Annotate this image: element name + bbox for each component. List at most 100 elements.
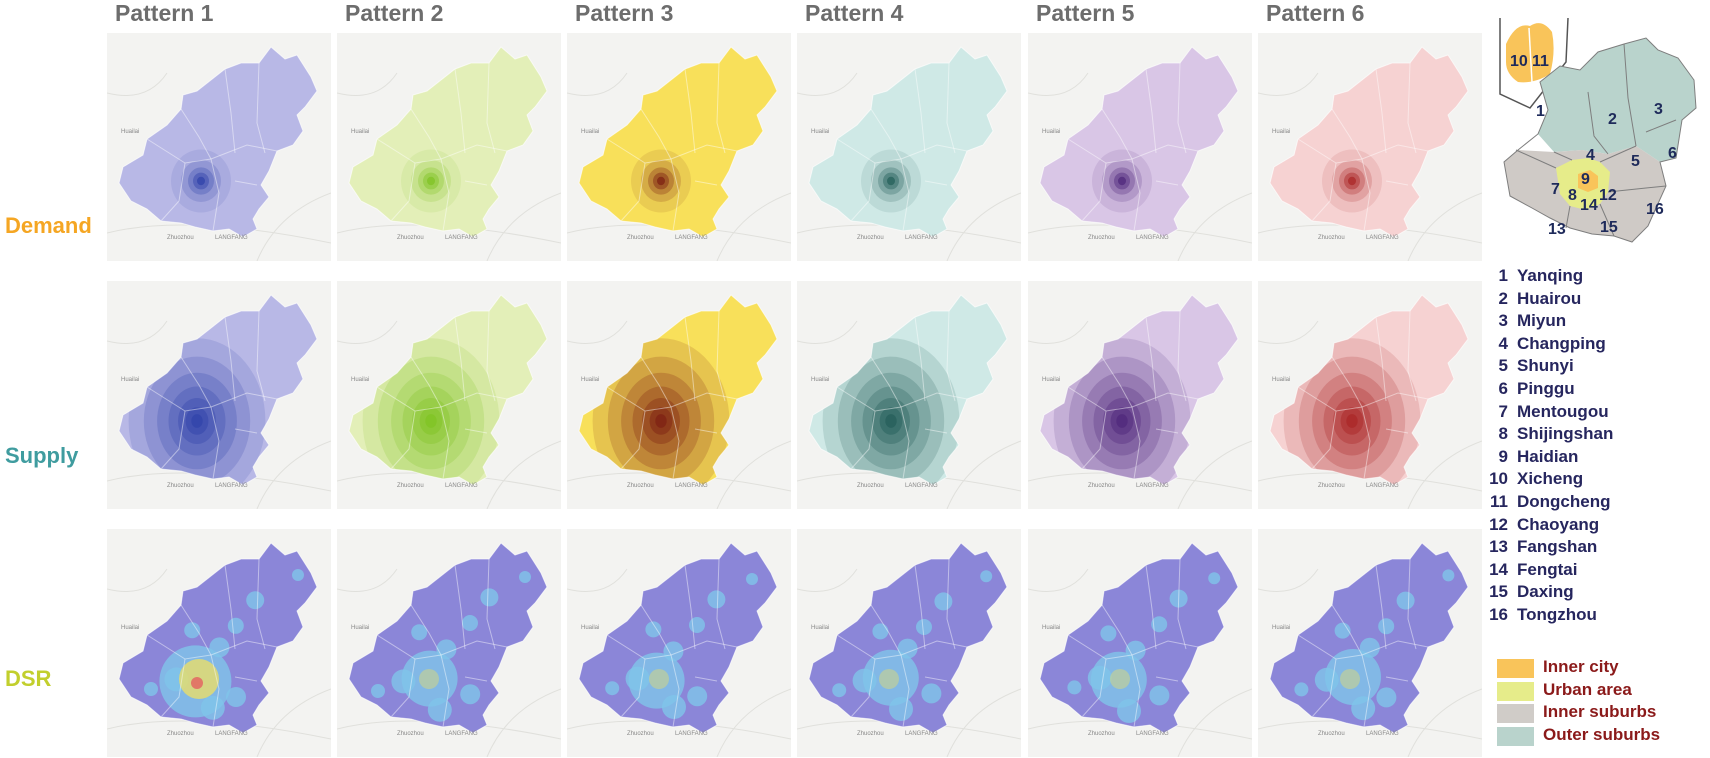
district-name: Huairou [1517, 288, 1582, 308]
map-place-label: LANGFANG [1136, 483, 1169, 489]
district-name: Shijingshan [1517, 424, 1614, 444]
zone-swatch [1497, 726, 1534, 746]
map-panel-demand-pattern-1: Huailai Zhuozhou LANGFANG [107, 33, 331, 261]
district-number: 14 [1489, 559, 1508, 579]
beijing-map: Huailai Zhuozhou LANGFANG [797, 294, 1021, 509]
district-item-changping: 4 Changping [1476, 334, 1606, 358]
beijing-map: Huailai Zhuozhou LANGFANG [1028, 542, 1252, 757]
map-place-label: LANGFANG [445, 483, 478, 489]
inset-label-16: 16 [1646, 201, 1664, 218]
district-number: 9 [1498, 446, 1508, 466]
map-place-label: Zhuozhou [1088, 483, 1115, 489]
district-item-fangshan: 13 Fangshan [1476, 537, 1597, 561]
map-panel-demand-pattern-6: Huailai Zhuozhou LANGFANG [1258, 33, 1482, 261]
inset-label-9: 9 [1581, 171, 1590, 188]
district-number: 1 [1498, 266, 1508, 285]
map-place-label: LANGFANG [905, 235, 938, 241]
map-panel-demand-pattern-4: Huailai Zhuozhou LANGFANG [797, 33, 1021, 261]
beijing-map: Huailai Zhuozhou LANGFANG [107, 46, 331, 261]
map-panel-dsr-pattern-4: Huailai Zhuozhou LANGFANG [797, 529, 1021, 757]
inset-label-13: 13 [1548, 221, 1566, 238]
map-place-label: LANGFANG [1366, 483, 1399, 489]
district-item-chaoyang: 12 Chaoyang [1476, 515, 1599, 539]
column-title-pattern-6: Pattern 6 [1266, 0, 1365, 26]
map-panel-demand-pattern-3: Huailai Zhuozhou LANGFANG [567, 33, 791, 261]
map-place-label: Zhuozhou [857, 483, 884, 489]
map-place-label: Huailai [121, 377, 139, 383]
map-panel-supply-pattern-5: Huailai Zhuozhou LANGFANG [1028, 281, 1252, 509]
district-name: Pinggu [1517, 379, 1575, 398]
inset-label-6: 6 [1668, 145, 1677, 162]
map-place-label: Huailai [811, 625, 829, 631]
map-place-label: LANGFANG [905, 483, 938, 489]
map-place-label: Zhuozhou [1318, 731, 1345, 737]
inset-label-8: 8 [1568, 187, 1577, 204]
district-number: 4 [1498, 333, 1508, 353]
map-place-label: LANGFANG [1136, 235, 1169, 241]
inset-label-4: 4 [1586, 147, 1595, 164]
district-number: 16 [1489, 605, 1508, 624]
map-place-label: LANGFANG [445, 731, 478, 737]
district-item-haidian: 9 Haidian [1476, 446, 1579, 471]
map-place-label: LANGFANG [215, 731, 248, 737]
row-label-demand: Demand [5, 213, 92, 238]
map-panel-dsr-pattern-3: Huailai Zhuozhou LANGFANG [567, 529, 791, 757]
map-place-label: Zhuozhou [627, 731, 654, 737]
inset-label-14: 14 [1580, 197, 1598, 214]
map-place-label: Huailai [1272, 625, 1290, 631]
district-name: Chaoyang [1517, 514, 1600, 534]
column-title-pattern-3: Pattern 3 [575, 0, 674, 26]
map-place-label: Zhuozhou [397, 235, 424, 241]
map-panel-dsr-pattern-6: Huailai Zhuozhou LANGFANG [1258, 529, 1482, 757]
map-place-label: LANGFANG [1136, 731, 1169, 737]
map-place-label: Huailai [1272, 377, 1290, 383]
map-place-label: Zhuozhou [397, 483, 424, 489]
column-title-pattern-4: Pattern 4 [805, 0, 904, 26]
zone-swatch [1497, 704, 1534, 724]
district-name: Yanqing [1517, 266, 1584, 285]
district-name: Xicheng [1517, 469, 1584, 489]
district-item-huairou: 2 Huairou [1476, 288, 1582, 313]
map-place-label: Zhuozhou [857, 731, 884, 737]
district-reference-map: 10 11 1 2 3 4 5 6 7 8 9 12 14 [1496, 12, 1706, 257]
column-title-pattern-5: Pattern 5 [1036, 0, 1135, 26]
row-label-supply: Supply [5, 443, 79, 468]
map-place-label: Zhuozhou [167, 731, 194, 737]
map-place-label: Huailai [1272, 129, 1290, 135]
column-title-pattern-1: Pattern 1 [115, 0, 214, 26]
beijing-map: Huailai Zhuozhou LANGFANG [337, 46, 561, 261]
district-item-pinggu: 6 Pinggu [1476, 379, 1575, 403]
district-number: 5 [1498, 356, 1508, 376]
map-place-label: LANGFANG [215, 483, 248, 489]
map-place-label: Huailai [1042, 129, 1060, 135]
map-place-label: Huailai [351, 377, 369, 383]
beijing-map: Huailai Zhuozhou LANGFANG [1258, 46, 1482, 261]
inset-label-11: 11 [1532, 53, 1549, 70]
beijing-map: Huailai Zhuozhou LANGFANG [1258, 542, 1482, 757]
map-panel-demand-pattern-2: Huailai Zhuozhou LANGFANG [337, 33, 561, 261]
beijing-map: Huailai Zhuozhou LANGFANG [1258, 294, 1482, 509]
map-panel-supply-pattern-3: Huailai Zhuozhou LANGFANG [567, 281, 791, 509]
zone-swatch [1497, 681, 1534, 701]
map-place-label: Zhuozhou [397, 731, 424, 737]
district-item-daxing: 15 Daxing [1476, 582, 1574, 606]
district-item-shijingshan: 8 Shijingshan [1476, 424, 1614, 448]
map-place-label: Zhuozhou [627, 235, 654, 241]
map-place-label: Huailai [581, 129, 599, 135]
district-item-xicheng: 10 Xicheng [1476, 469, 1583, 493]
map-place-label: LANGFANG [675, 731, 708, 737]
map-panel-supply-pattern-6: Huailai Zhuozhou LANGFANG [1258, 281, 1482, 509]
district-number: 7 [1498, 401, 1508, 421]
district-item-mentougou: 7 Mentougou [1476, 402, 1609, 426]
inset-label-10: 10 [1510, 53, 1528, 70]
map-place-label: LANGFANG [675, 235, 708, 241]
beijing-map: Huailai Zhuozhou LANGFANG [337, 294, 561, 509]
map-place-label: Zhuozhou [627, 483, 654, 489]
inset-label-7: 7 [1551, 181, 1560, 198]
map-place-label: LANGFANG [445, 235, 478, 241]
beijing-map: Huailai Zhuozhou LANGFANG [567, 46, 791, 261]
map-panel-dsr-pattern-1: Huailai Zhuozhou LANGFANG [107, 529, 331, 757]
map-place-label: Zhuozhou [167, 235, 194, 241]
map-place-label: Zhuozhou [167, 483, 194, 489]
map-panel-supply-pattern-4: Huailai Zhuozhou LANGFANG [797, 281, 1021, 509]
